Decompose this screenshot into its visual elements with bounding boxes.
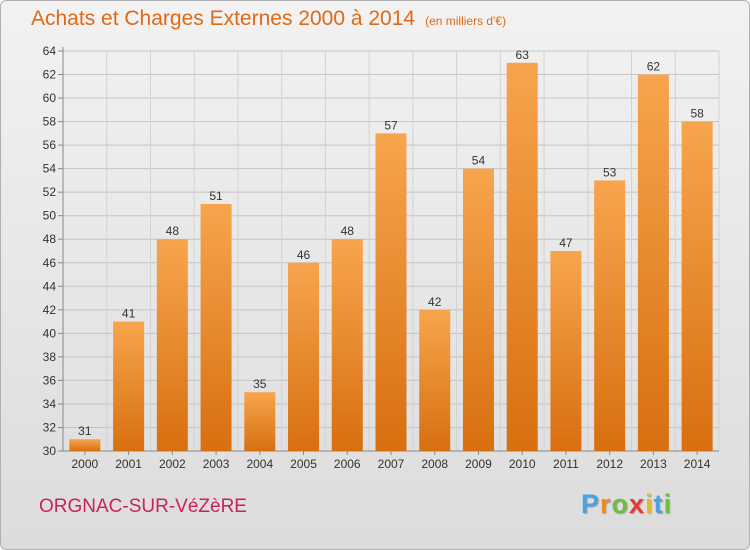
logo-letter: x <box>629 489 646 519</box>
data-label: 46 <box>297 248 311 262</box>
y-tick-label: 42 <box>43 303 57 317</box>
logo-letter: o <box>611 489 630 519</box>
bar-2009 <box>462 168 494 451</box>
bar-2011 <box>550 251 582 451</box>
y-tick-label: 50 <box>43 209 57 223</box>
x-tick-label: 2005 <box>290 457 317 471</box>
bar-2002 <box>156 239 188 451</box>
data-label: 48 <box>166 224 180 238</box>
bar-2010 <box>506 62 538 451</box>
data-label: 51 <box>209 189 223 203</box>
data-label: 35 <box>253 377 267 391</box>
data-label: 47 <box>559 236 573 250</box>
y-tick-label: 52 <box>43 185 57 199</box>
data-label: 41 <box>122 307 136 321</box>
logo-letter: r <box>600 489 612 519</box>
bar-2005 <box>288 262 320 451</box>
x-tick-label: 2004 <box>246 457 273 471</box>
x-tick-label: 2009 <box>465 457 492 471</box>
x-tick-label: 2008 <box>421 457 448 471</box>
data-label: 54 <box>472 154 486 168</box>
x-tick-label: 2001 <box>115 457 142 471</box>
y-tick-label: 32 <box>43 420 57 434</box>
y-tick-label: 58 <box>43 115 57 129</box>
bar-2007 <box>375 133 407 451</box>
x-tick-label: 2010 <box>509 457 536 471</box>
x-tick-label: 2002 <box>159 457 186 471</box>
y-tick-label: 64 <box>43 44 57 58</box>
data-label: 63 <box>516 48 530 62</box>
chart-title-text: Achats et Charges Externes 2000 à 2014 <box>31 7 416 30</box>
chart-unit-label: (en milliers d'€) <box>425 14 507 28</box>
bars <box>69 62 713 452</box>
x-tick-label: 2011 <box>553 457 579 471</box>
y-tick-label: 62 <box>43 68 57 82</box>
data-label: 58 <box>690 107 704 121</box>
bar-2003 <box>200 203 232 451</box>
data-label: 42 <box>428 295 442 309</box>
data-label: 57 <box>384 118 398 132</box>
chart-title: Achats et Charges Externes 2000 à 2014 (e… <box>31 7 506 31</box>
y-tick-label: 34 <box>43 397 57 411</box>
bar-2013 <box>637 74 669 451</box>
bar-2004 <box>244 392 276 451</box>
y-tick-label: 38 <box>43 350 57 364</box>
bar-2012 <box>594 180 626 452</box>
x-tick-label: 2006 <box>334 457 361 471</box>
x-tick-label: 2000 <box>72 457 99 471</box>
x-tick-label: 2007 <box>378 457 405 471</box>
logo-letter: i <box>645 489 654 519</box>
bar-2014 <box>681 121 713 452</box>
y-tick-label: 48 <box>43 232 57 246</box>
logo-letter: i <box>663 489 673 519</box>
y-tick-label: 56 <box>43 138 57 152</box>
y-tick-label: 40 <box>43 326 57 340</box>
y-tick-label: 60 <box>43 91 57 105</box>
data-label: 62 <box>647 60 661 74</box>
bar-2008 <box>419 309 451 451</box>
y-tick-label: 36 <box>43 373 57 387</box>
y-tick-label: 46 <box>43 256 57 270</box>
proxiti-logo: Proxiti <box>581 489 672 520</box>
bar-2001 <box>113 321 145 451</box>
data-label: 48 <box>341 224 355 238</box>
commune-name: ORGNAC-SUR-VéZèRE <box>39 496 247 517</box>
logo-letter: t <box>653 489 664 519</box>
x-tick-label: 2013 <box>640 457 667 471</box>
bar-2000 <box>69 439 101 451</box>
x-tick-label: 2003 <box>203 457 230 471</box>
bar-2006 <box>331 239 363 451</box>
x-tick-label: 2012 <box>596 457 623 471</box>
y-tick-label: 44 <box>43 279 57 293</box>
x-tick-label: 2014 <box>684 457 711 471</box>
data-label: 53 <box>603 165 617 179</box>
y-tick-label: 54 <box>43 162 57 176</box>
logo-letter: P <box>581 489 601 519</box>
data-label: 31 <box>78 424 92 438</box>
data-labels: 31 2000 41 2001 48 2002 51 2003 35 2004 46 2005 48 20… <box>72 48 711 471</box>
y-tick-label: 30 <box>43 444 57 458</box>
